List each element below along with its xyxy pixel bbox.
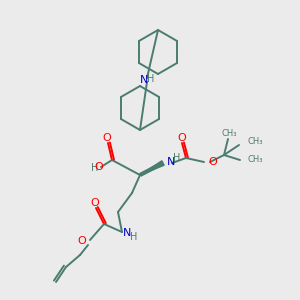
Text: N: N	[167, 157, 176, 167]
Text: CH₃: CH₃	[221, 128, 237, 137]
Polygon shape	[140, 161, 164, 175]
Text: CH₃: CH₃	[248, 155, 263, 164]
Text: N: N	[140, 75, 148, 85]
Text: CH₃: CH₃	[248, 137, 263, 146]
Text: O: O	[103, 133, 111, 143]
Text: O: O	[178, 133, 186, 143]
Text: H: H	[173, 153, 180, 163]
Text: N: N	[123, 228, 131, 238]
Text: H: H	[91, 163, 98, 173]
Text: O: O	[94, 162, 103, 172]
Text: O: O	[77, 236, 86, 246]
Text: H: H	[130, 232, 137, 242]
Text: O: O	[91, 198, 99, 208]
Text: H: H	[147, 74, 155, 84]
Text: O: O	[208, 157, 217, 167]
